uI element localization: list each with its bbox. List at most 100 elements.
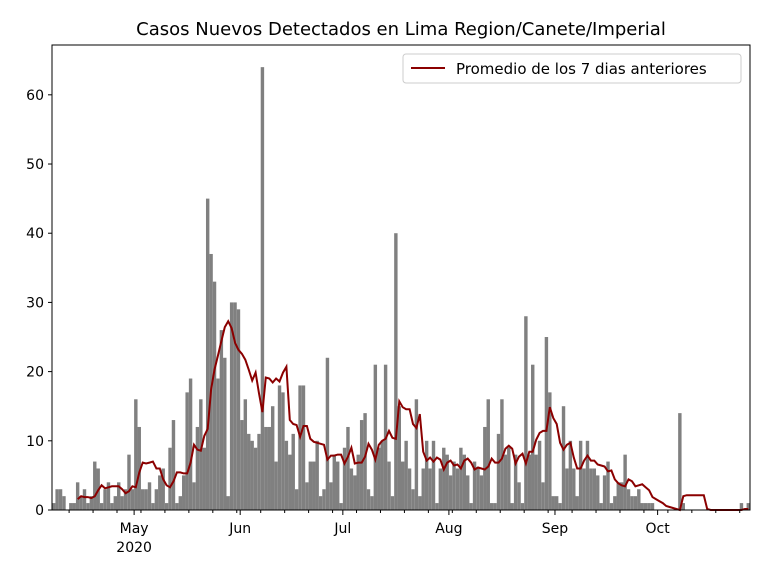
x-tick-label: Oct [646, 521, 671, 537]
bar [472, 461, 477, 510]
bar [154, 489, 159, 510]
bar [161, 468, 165, 510]
bar [678, 413, 682, 510]
y-tick-label: 20 [26, 365, 44, 381]
bar [185, 392, 189, 510]
bar [216, 378, 220, 510]
bar [606, 461, 610, 510]
bar [411, 489, 415, 510]
bar [209, 253, 213, 511]
bar [93, 461, 97, 510]
bar [397, 406, 401, 510]
bar [202, 447, 206, 510]
bar [346, 426, 350, 510]
bar [640, 503, 644, 510]
bar [739, 503, 744, 510]
bar [349, 468, 354, 510]
bar [335, 461, 340, 510]
bar [168, 447, 172, 510]
bar [455, 468, 460, 510]
bar [366, 489, 371, 510]
bar [469, 503, 473, 510]
bar [414, 399, 419, 510]
plot-frame [51, 44, 751, 511]
bar [558, 503, 562, 510]
bar [513, 454, 518, 510]
bar [637, 489, 641, 510]
bar [99, 503, 104, 510]
bar [55, 489, 59, 510]
bar [500, 399, 504, 510]
bar [630, 496, 634, 510]
bar [551, 496, 555, 510]
bar [127, 454, 131, 510]
bar [240, 420, 244, 510]
bar [229, 302, 234, 510]
bar [253, 447, 258, 510]
bar [466, 475, 470, 510]
bar [151, 503, 155, 510]
bar [270, 406, 275, 510]
bar [585, 440, 590, 510]
bar [356, 454, 360, 510]
bar [288, 454, 292, 510]
chart-title: Casos Nuevos Detectados en Lima Region/C… [136, 19, 666, 40]
bar [219, 330, 224, 510]
y-tick-label: 30 [26, 295, 44, 311]
bar [82, 489, 87, 510]
bar [602, 475, 607, 510]
bar [363, 413, 367, 510]
bar [223, 357, 227, 510]
x-tick-label: Jul [333, 521, 351, 537]
bar [267, 426, 271, 510]
bar [445, 454, 449, 510]
bar [435, 503, 439, 510]
bar [448, 475, 453, 510]
x-tick-label: May [120, 521, 149, 537]
bar [401, 461, 405, 510]
bar [613, 496, 617, 510]
bar [199, 399, 203, 510]
y-tick-label: 10 [26, 434, 44, 450]
bar [404, 440, 408, 510]
bar [407, 468, 412, 510]
bar [195, 426, 200, 510]
bar [438, 468, 443, 510]
bar [387, 461, 391, 510]
bar [596, 475, 600, 510]
bar [274, 461, 278, 510]
bar [243, 399, 248, 510]
bar [291, 433, 295, 510]
bar [609, 503, 614, 510]
bar [503, 454, 508, 510]
bar [58, 489, 63, 510]
bar [428, 468, 432, 510]
bar [619, 482, 624, 510]
bar [308, 461, 313, 510]
legend-box [402, 53, 742, 84]
y-tick-label: 60 [26, 88, 44, 104]
bar [339, 503, 343, 510]
bar [192, 482, 196, 510]
bar [517, 482, 521, 510]
bar [250, 440, 254, 510]
bar [233, 302, 237, 510]
bar [277, 385, 282, 510]
bar [72, 503, 76, 510]
bar [616, 482, 620, 510]
bar [75, 482, 80, 510]
bar [79, 496, 83, 510]
y-tick-label: 50 [26, 157, 44, 173]
bar [69, 503, 73, 510]
bar [103, 489, 107, 510]
bar [294, 489, 299, 510]
bar [548, 392, 552, 510]
bar [531, 364, 535, 510]
bar [236, 309, 241, 510]
bar [178, 496, 183, 510]
x-tick-label: Aug [435, 521, 462, 537]
bar [421, 468, 425, 510]
bar [298, 385, 302, 510]
bar [123, 489, 128, 510]
bar [476, 468, 480, 510]
